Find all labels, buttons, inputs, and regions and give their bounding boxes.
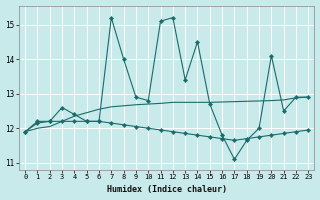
X-axis label: Humidex (Indice chaleur): Humidex (Indice chaleur) — [107, 185, 227, 194]
